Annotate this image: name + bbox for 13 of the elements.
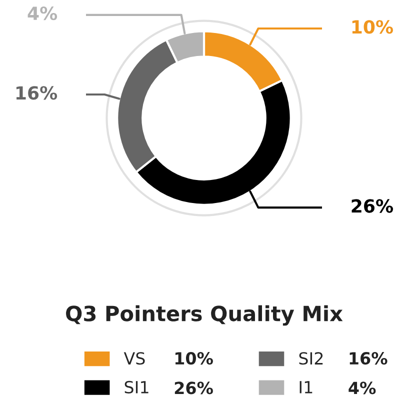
data-label: 26% [352,199,393,213]
text: Q3 Pointers Quality Mix [66,305,343,326]
legend-label: SI1 [124,380,148,394]
data-label: 10% [352,20,393,34]
text: 16% [350,352,388,365]
text: 26% [174,382,213,394]
legend-label: SI2 [299,352,323,365]
legend-label: VS [124,352,145,365]
text: 10% [175,352,213,365]
text: 4% [348,382,376,394]
data-label: 16% [16,86,58,100]
legend-label: I1 [300,381,312,394]
data-label: 4% [28,6,58,20]
